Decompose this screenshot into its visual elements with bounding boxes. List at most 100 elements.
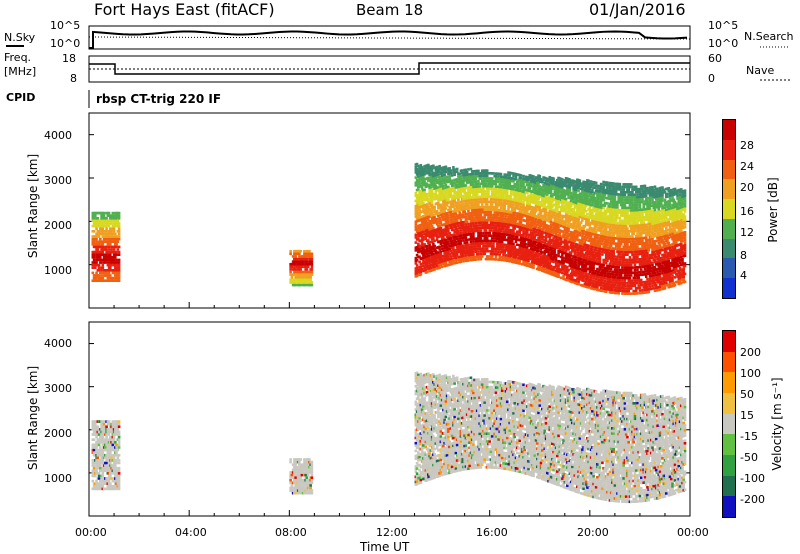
power-echo-cell: [419, 273, 423, 276]
power-echo-cell: [293, 273, 296, 276]
power-echo-cell: [114, 279, 117, 282]
power-echo-cell: [97, 274, 101, 277]
velocity-echo-cell: [114, 433, 117, 436]
freq-label: Freq.: [4, 51, 32, 64]
power-echo-cell: [415, 162, 419, 166]
colorbar-segment: [723, 238, 735, 259]
velocity-echo-cell: [448, 461, 451, 464]
power-echo-cell: [117, 230, 121, 233]
power-echo-cell: [478, 244, 481, 248]
velocity-echo-cell: [425, 422, 429, 425]
nave-label: Nave: [746, 64, 775, 77]
velocity-echo-cell: [425, 391, 429, 394]
velocity-echo-cell: [100, 477, 103, 480]
power-echo-cell: [470, 245, 474, 249]
power-echo-cell: [462, 254, 465, 258]
power-echo-cell: [462, 213, 465, 216]
velocity-echo-cell: [475, 383, 479, 387]
velocity-echo-cell: [117, 420, 121, 423]
velocity-echo-cell: [96, 456, 100, 460]
power-echo-cell: [455, 261, 459, 264]
velocity-echo-cell: [294, 489, 297, 492]
power-echo-cell: [465, 241, 469, 244]
velocity-echo-cell: [430, 459, 434, 462]
power-echo-cell: [310, 268, 314, 271]
velocity-echo-cell: [310, 481, 314, 485]
power-echo-cell: [418, 200, 421, 204]
velocity-echo-cell: [465, 449, 469, 453]
power-echo-cell: [464, 186, 468, 190]
power-echo-cell: [485, 247, 489, 250]
velocity-echo-cell: [449, 463, 453, 466]
velocity-echo-cell: [472, 430, 475, 434]
velocity-echo-cell: [442, 444, 445, 448]
power-echo-cell: [423, 191, 426, 194]
power-echo-cell: [465, 173, 469, 177]
velocity-echo-cell: [435, 402, 439, 406]
velocity-echo-cell: [450, 382, 454, 386]
power-echo-cell: [432, 226, 435, 230]
velocity-echo-cell: [438, 425, 441, 429]
power-echo-cell: [101, 232, 105, 236]
velocity-echo-cell: [422, 472, 425, 476]
power-echo-cell: [425, 221, 429, 224]
power-echo-cell: [432, 242, 435, 246]
power-echo-cell: [485, 177, 489, 180]
velocity-echo-cell: [454, 464, 458, 468]
velocity-echo-cell: [117, 443, 121, 447]
velocity-echo-cell: [107, 420, 111, 423]
power-echo-cell: [99, 253, 102, 256]
freq-right-tick-top: 60: [708, 52, 722, 65]
velocity-echo-cell: [415, 376, 419, 380]
power-echo-cell: [298, 255, 301, 258]
power-echo-cell: [428, 262, 431, 265]
power-echo-cell: [101, 276, 105, 280]
power-echo-cell: [485, 197, 489, 201]
colorbar-segment: [723, 218, 735, 239]
velocity-echo-cell: [485, 422, 489, 425]
velocity-echo-cell: [475, 437, 479, 441]
velocity-echo-cell: [291, 463, 295, 467]
power-echo-cell: [444, 196, 448, 200]
velocity-ytick-3000: 3000: [44, 382, 72, 395]
velocity-echo-cell: [435, 428, 439, 432]
power-echo-cell: [473, 255, 476, 259]
power-echo-cell: [439, 252, 443, 256]
velocity-echo-cell: [289, 478, 292, 482]
velocity-echo-cell: [470, 435, 474, 439]
velocity-echo-cell: [465, 454, 469, 458]
velocity-echo-cell: [447, 409, 450, 413]
velocity-echo-cell: [449, 419, 453, 423]
velocity-echo-cell: [442, 400, 445, 404]
power-echo-cell: [422, 214, 425, 218]
power-echo-cell: [468, 201, 471, 205]
power-echo-cell: [92, 258, 96, 262]
velocity-echo-cell: [439, 406, 443, 410]
velocity-echo-cell: [480, 424, 484, 428]
velocity-echo-cell: [105, 425, 108, 429]
power-echo-cell: [483, 223, 487, 227]
velocity-echo-cell: [106, 469, 110, 473]
power-echo-cell: [433, 239, 436, 243]
noise-left-tick-bottom: 10^0: [50, 37, 81, 50]
power-echo-cell: [475, 247, 479, 251]
power-echo-cell: [460, 200, 464, 204]
power-echo-cell: [453, 199, 456, 203]
power-echo-cell: [448, 177, 451, 181]
power-echo-cell: [485, 203, 489, 206]
velocity-echo-cell: [306, 473, 310, 477]
velocity-echo-cell: [427, 372, 430, 376]
power-echo-cell: [444, 207, 448, 210]
power-echo-cell: [452, 166, 455, 169]
velocity-echo-cell: [435, 426, 439, 429]
velocity-echo-cell: [490, 445, 494, 449]
power-echo-cell: [492, 244, 495, 248]
power-echo-cell: [475, 224, 479, 227]
velocity-echo-cell: [414, 400, 418, 404]
power-echo-cell: [475, 198, 479, 201]
power-echo-cell: [419, 226, 423, 229]
velocity-echo-cell: [289, 476, 292, 479]
power-echo-cell: [472, 250, 475, 254]
power-echo-cell: [447, 201, 450, 204]
power-echo-cell: [462, 194, 465, 198]
